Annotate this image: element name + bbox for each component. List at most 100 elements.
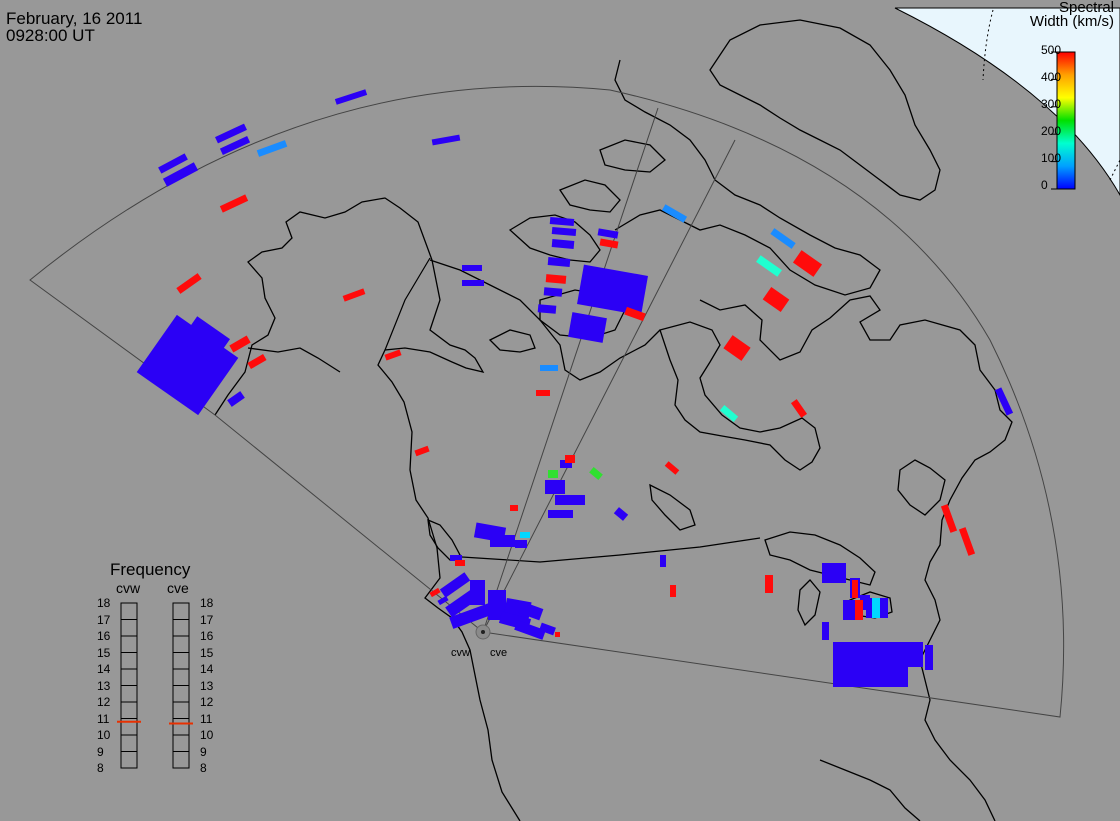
backscatter-echo xyxy=(545,480,565,494)
colorbar-tick-label: 400 xyxy=(1041,70,1062,84)
frequency-bin xyxy=(172,635,190,653)
coastline-hudson-bay xyxy=(659,321,821,471)
coastline-labrador-quebec xyxy=(699,295,1013,821)
coastline-vancouver-island xyxy=(427,518,461,561)
backscatter-echo xyxy=(843,600,855,620)
backscatter-echo xyxy=(437,595,449,606)
backscatter-echo xyxy=(227,391,245,407)
colorbar-tick-label: 100 xyxy=(1041,151,1062,165)
backscatter-echo xyxy=(247,353,267,370)
coastline-baffin xyxy=(614,59,881,296)
frequency-bin xyxy=(172,701,190,719)
backscatter-echo xyxy=(822,622,829,640)
frequency-tick-label: 14 xyxy=(97,662,111,676)
backscatter-echo xyxy=(520,532,530,538)
colorbar-tick-label: 500 xyxy=(1041,43,1062,57)
backscatter-echo xyxy=(577,264,648,316)
backscatter-echo xyxy=(136,314,239,416)
frequency-bin xyxy=(120,701,138,719)
frequency-title: Frequency xyxy=(110,560,191,579)
frequency-bin xyxy=(172,734,190,752)
frequency-tick-label: 11 xyxy=(200,711,213,726)
backscatter-echo xyxy=(518,601,544,621)
backscatter-echo xyxy=(545,274,567,284)
frequency-bin xyxy=(172,652,190,670)
frequency-tick-label: 11 xyxy=(97,711,110,726)
coastline-gulf xyxy=(897,459,946,516)
backscatter-echo xyxy=(439,572,471,598)
frequency-tick-label: 9 xyxy=(97,744,104,759)
political-borders xyxy=(384,257,761,563)
colorbar-tick-label: 300 xyxy=(1041,97,1062,111)
backscatter-echo xyxy=(624,306,646,322)
backscatter-echo xyxy=(384,349,402,361)
coastline-gulf-coast xyxy=(819,759,921,821)
colorbar-title: Spectral xyxy=(1058,0,1114,16)
backscatter-echo xyxy=(560,460,572,468)
backscatter-echo xyxy=(770,228,796,249)
frequency-bin xyxy=(172,718,190,736)
frequency-tick-label: 18 xyxy=(97,596,111,610)
backscatter-echo xyxy=(568,312,607,343)
backscatter-echo xyxy=(488,590,506,620)
backscatter-echo xyxy=(670,585,676,597)
backscatter-echo xyxy=(158,153,188,174)
coastline-alaska-south xyxy=(247,347,341,373)
frequency-tick-label: 18 xyxy=(200,596,214,610)
backscatter-echo xyxy=(940,504,958,533)
coastline-great-lakes xyxy=(797,579,821,627)
backscatter-echo xyxy=(229,335,251,353)
backscatter-echo xyxy=(219,135,251,156)
backscatter-echo xyxy=(536,390,550,396)
backscatter-echo xyxy=(429,587,441,598)
frequency-tick-label: 9 xyxy=(200,744,207,759)
frequency-bin xyxy=(120,635,138,653)
backscatter-echo xyxy=(994,387,1014,416)
backscatter-echo xyxy=(334,89,368,105)
backscatter-echo xyxy=(215,123,247,144)
radar-site-label-cve: cve xyxy=(490,647,508,659)
fov-beam-line xyxy=(482,139,736,633)
backscatter-echo xyxy=(762,287,790,312)
backscatter-echo xyxy=(866,598,874,618)
frequency-bin xyxy=(120,602,138,620)
radar-site-dot xyxy=(481,630,485,634)
coastline-greenland xyxy=(709,19,941,201)
frequency-tick-label: 17 xyxy=(97,612,111,627)
frequency-bin xyxy=(172,685,190,703)
backscatter-echo xyxy=(565,455,575,463)
frequency-tick-label: 13 xyxy=(97,678,111,693)
radar-site-label-cvw: cvw xyxy=(451,647,470,659)
frequency-tick-label: 15 xyxy=(97,645,111,660)
time-label: 0928:00 UT xyxy=(6,26,95,45)
backscatter-echo xyxy=(490,535,515,547)
frequency-tick-label: 10 xyxy=(97,728,111,742)
frequency-tick-label: 15 xyxy=(200,645,214,660)
backscatter-echo xyxy=(537,304,557,314)
backscatter-echo xyxy=(958,527,976,556)
backscatter-echo xyxy=(450,555,462,561)
coastlines xyxy=(214,19,1013,821)
backscatter-echo xyxy=(548,510,573,518)
backscatter-echo xyxy=(880,598,888,618)
fov-outline xyxy=(29,85,1065,718)
colorbar-ticks xyxy=(1051,51,1057,190)
backscatter-echo xyxy=(756,255,782,277)
backscatter-echo xyxy=(549,216,575,227)
frequency-bin xyxy=(120,751,138,769)
backscatter-echo xyxy=(792,250,823,277)
backscatter-echo xyxy=(515,540,527,548)
frequency-bin xyxy=(120,619,138,637)
echo-layer xyxy=(136,89,1014,687)
backscatter-echo xyxy=(510,505,518,511)
frequency-tick-label: 16 xyxy=(200,629,214,643)
frequency-tick-label: 8 xyxy=(97,761,104,775)
backscatter-echo xyxy=(514,620,546,640)
backscatter-echo xyxy=(449,603,493,629)
frequency-bin xyxy=(172,668,190,686)
backscatter-echo xyxy=(925,645,933,670)
backscatter-echo xyxy=(551,226,577,237)
frequency-bin xyxy=(172,619,190,637)
backscatter-echo xyxy=(540,365,558,371)
